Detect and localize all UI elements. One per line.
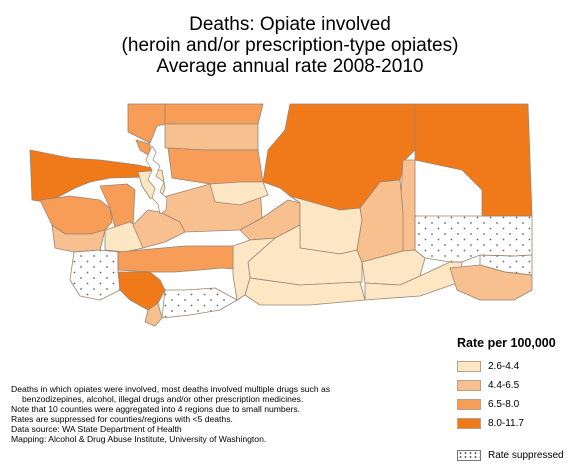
footnote-line: Deaths in which opiates were involved, m… bbox=[11, 384, 331, 394]
suppressed-swatch bbox=[457, 449, 481, 461]
legend-item-suppressed: Rate suppressed bbox=[457, 448, 577, 462]
title-line-2: (heroin and/or prescription-type opiates… bbox=[121, 35, 459, 56]
suppressed-skamania bbox=[161, 287, 238, 319]
legend-title: Rate per 100,000 bbox=[457, 336, 556, 350]
island-region bbox=[135, 139, 151, 157]
footnote-line: Rates are suppressed for counties/region… bbox=[11, 414, 233, 424]
footnote-line: Data source: WA State Department of Heal… bbox=[11, 424, 182, 434]
legend-swatch bbox=[457, 398, 481, 410]
suppressed-southwest-coast bbox=[69, 249, 121, 301]
clark-region bbox=[144, 302, 163, 327]
north-central-west-region bbox=[164, 103, 264, 125]
footnotes: Deaths in which opiates were involved, m… bbox=[11, 384, 411, 444]
legend-item: 6.5-8.0 bbox=[457, 397, 577, 411]
legend-label: 8.0-11.7 bbox=[488, 417, 524, 429]
map-title: Deaths: Opiate involved (heroin and/or p… bbox=[0, 14, 580, 77]
suppressed-southeast bbox=[479, 254, 533, 276]
benton-region bbox=[244, 277, 366, 306]
footnote-line: Note that 10 counties were aggregated in… bbox=[11, 404, 301, 414]
county-snohomish bbox=[167, 147, 264, 185]
legend-label: Rate suppressed bbox=[488, 449, 564, 461]
footnote-line: Mapping: Alcohol & Drug Abuse Institute,… bbox=[11, 434, 267, 444]
grays-harbor-region bbox=[39, 195, 113, 235]
legend: Rate per 100,000 2.6-4.4 4.4-6.5 6.5-8.0… bbox=[457, 336, 577, 467]
legend-item: 8.0-11.7 bbox=[457, 416, 577, 430]
puget-sound-water bbox=[145, 145, 168, 215]
chelan-region bbox=[209, 181, 269, 206]
lewis-region bbox=[117, 245, 247, 273]
legend-label: 6.5-8.0 bbox=[488, 398, 520, 410]
legend-swatch bbox=[457, 379, 481, 391]
legend-label: 2.6-4.4 bbox=[488, 360, 520, 372]
legend-label: 4.4-6.5 bbox=[488, 379, 520, 391]
legend-item: 4.4-6.5 bbox=[457, 378, 577, 392]
title-line-3: Average annual rate 2008-2010 bbox=[156, 56, 424, 77]
suppressed-eastern-region bbox=[414, 215, 533, 263]
legend-swatch bbox=[457, 360, 481, 372]
northwest-region bbox=[127, 103, 166, 144]
footnote-line: benzodizepines, alcohol, illegal drugs a… bbox=[22, 394, 304, 404]
pacific-region bbox=[51, 224, 106, 253]
northeast-region bbox=[414, 103, 533, 217]
title-line-1: Deaths: Opiate involved bbox=[189, 14, 391, 35]
legend-swatch bbox=[457, 417, 481, 429]
county-light-north bbox=[164, 123, 259, 151]
legend-item: 2.6-4.4 bbox=[457, 359, 577, 373]
